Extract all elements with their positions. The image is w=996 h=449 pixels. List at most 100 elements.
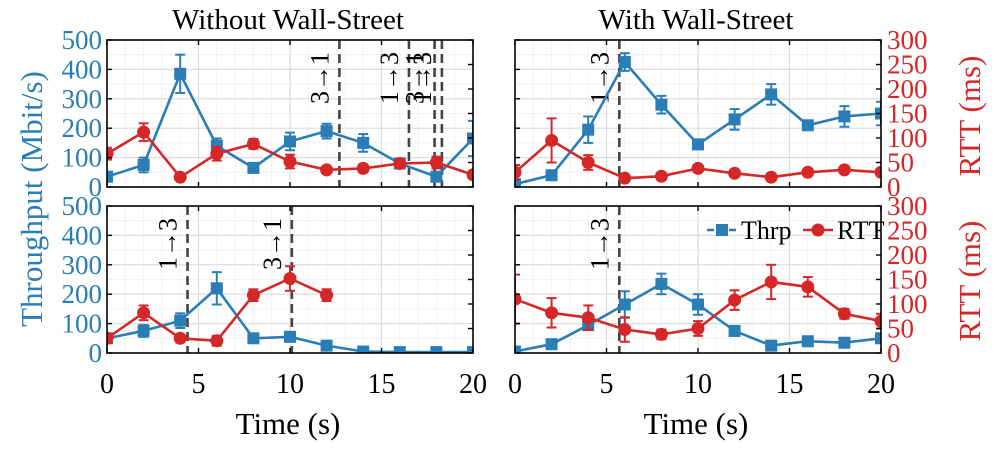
y-tick-label-left: 0 bbox=[89, 338, 103, 368]
rtt-point bbox=[466, 168, 473, 182]
rtt-point bbox=[545, 133, 559, 147]
y-tick-label-right: 50 bbox=[887, 314, 914, 344]
y-tick-label-left: 100 bbox=[62, 143, 103, 173]
plot-content: 1→3 3→1 bbox=[107, 206, 473, 353]
thrp-point bbox=[618, 298, 631, 311]
y-axis-label-left: Throughput (Mbit/s) bbox=[14, 71, 49, 327]
thrp-point bbox=[655, 277, 668, 290]
rtt-point bbox=[283, 155, 297, 169]
y-tick-label-right: 300 bbox=[887, 25, 928, 55]
y-tick-label-right: 50 bbox=[887, 148, 914, 178]
y-axis-label-right-bottom: RTT (ms) bbox=[952, 221, 987, 342]
switch-label: 1→3 bbox=[408, 52, 437, 104]
thrp-point bbox=[357, 345, 370, 353]
rtt-point bbox=[210, 147, 224, 161]
rtt-point bbox=[137, 306, 151, 320]
thrp-point bbox=[107, 170, 113, 183]
switch-label: 3→1 bbox=[401, 52, 430, 104]
rtt-point bbox=[874, 314, 881, 328]
rtt-point bbox=[581, 311, 595, 325]
thrp-point bbox=[174, 314, 187, 327]
thrp-point bbox=[838, 110, 851, 123]
legend-label: Thrp bbox=[741, 216, 792, 245]
y-tick-label-left: 300 bbox=[62, 84, 103, 114]
rtt-point bbox=[837, 163, 851, 177]
y-tick-label-right: 200 bbox=[887, 74, 928, 104]
rtt-point bbox=[691, 161, 705, 175]
x-tick-label: 15 bbox=[776, 369, 804, 400]
grid bbox=[107, 206, 473, 353]
y-tick-label-right: 250 bbox=[887, 216, 928, 246]
y-ticks-right bbox=[468, 205, 473, 354]
thrp-point bbox=[515, 178, 521, 187]
rtt-point bbox=[691, 322, 705, 335]
thrp-point bbox=[801, 119, 814, 132]
thrp-point bbox=[838, 336, 851, 349]
x-ticks: 0 5 10 15 20 bbox=[508, 206, 895, 400]
thrp-point bbox=[728, 324, 741, 337]
x-tick-label: 5 bbox=[192, 369, 206, 400]
y-tick-label-right: 200 bbox=[887, 240, 928, 270]
thrp-point bbox=[467, 346, 473, 353]
x-tick-label: 0 bbox=[100, 369, 114, 400]
rtt-point bbox=[654, 169, 668, 183]
rtt-point bbox=[515, 292, 522, 306]
rtt-point bbox=[654, 327, 668, 341]
thrp-point bbox=[765, 88, 778, 101]
title-left: Without Wall-Street bbox=[172, 4, 404, 36]
y-tick-label-right: 0 bbox=[887, 172, 901, 202]
plot-content: 3→1 1→33→11→3 bbox=[107, 40, 473, 187]
rtt-point bbox=[356, 161, 370, 175]
switch-label: 1→3 bbox=[585, 218, 614, 270]
switch-label: 1→3 bbox=[585, 52, 614, 104]
rtt-point bbox=[320, 163, 334, 177]
y-tick-label-right: 150 bbox=[887, 265, 928, 295]
thrp-point bbox=[801, 335, 814, 348]
x-tick-label: 10 bbox=[684, 369, 712, 400]
rtt-point bbox=[320, 288, 334, 302]
thrp-point bbox=[320, 125, 333, 138]
rtt-series bbox=[107, 122, 473, 184]
rtt-point bbox=[764, 170, 778, 184]
y-tick-label-right: 300 bbox=[887, 191, 928, 221]
x-tick-label: 15 bbox=[368, 369, 396, 400]
thrp-point bbox=[692, 298, 704, 311]
rtt-point bbox=[618, 171, 632, 185]
plot-content: 1→3 bbox=[515, 206, 881, 353]
y-ticks-right bbox=[468, 39, 473, 188]
switch-label: 3→1 bbox=[258, 218, 287, 270]
legend: Thrp RTT bbox=[707, 216, 885, 245]
rtt-point bbox=[173, 170, 187, 184]
rtt-point bbox=[764, 275, 778, 289]
y-axis-label-right-top: RTT (ms) bbox=[952, 56, 987, 177]
rtt-point bbox=[173, 331, 187, 345]
thrp-point bbox=[174, 67, 187, 80]
thrp-point bbox=[284, 135, 296, 148]
thrp-point bbox=[545, 169, 558, 182]
rtt-point bbox=[728, 293, 742, 307]
rtt-point bbox=[728, 166, 742, 180]
thrp-point bbox=[393, 346, 406, 353]
thrp-point bbox=[692, 138, 704, 151]
y-tick-label-right: 0 bbox=[887, 338, 901, 368]
y-tick-label-left: 400 bbox=[62, 54, 103, 84]
thrp-point bbox=[728, 113, 741, 126]
rtt-point bbox=[874, 165, 881, 179]
y-ticks-left bbox=[515, 205, 520, 354]
thrp-point bbox=[655, 98, 668, 111]
thrp-point bbox=[545, 338, 558, 351]
rtt-series bbox=[515, 117, 881, 185]
thrp-point bbox=[320, 339, 333, 352]
x-axis-label-left: Time (s) bbox=[236, 406, 341, 441]
rtt-series bbox=[107, 265, 334, 348]
rtt-point bbox=[545, 306, 559, 320]
title-right: With Wall-Street bbox=[599, 4, 794, 36]
x-tick-label: 20 bbox=[867, 369, 895, 400]
x-tick-label: 10 bbox=[276, 369, 304, 400]
thrp-point bbox=[515, 345, 521, 353]
